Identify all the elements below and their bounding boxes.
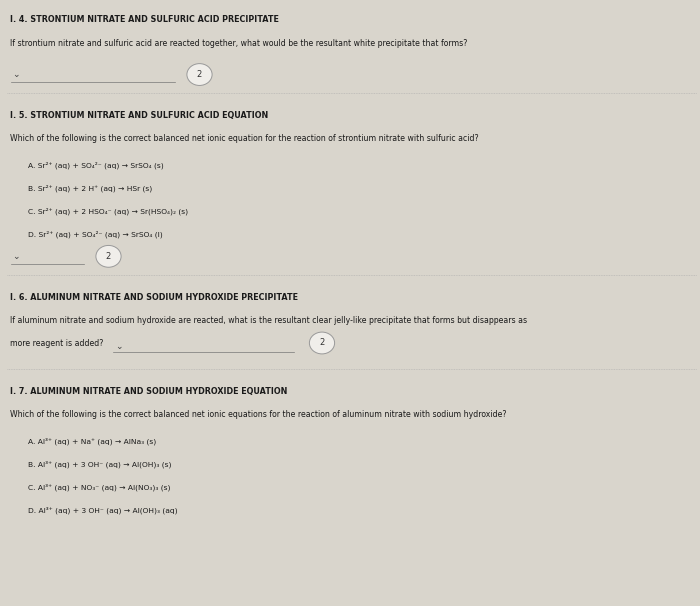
Text: Which of the following is the correct balanced net ionic equation for the reacti: Which of the following is the correct ba… bbox=[10, 134, 479, 143]
Text: I. 6. ALUMINUM NITRATE AND SODIUM HYDROXIDE PRECIPITATE: I. 6. ALUMINUM NITRATE AND SODIUM HYDROX… bbox=[10, 293, 298, 302]
Circle shape bbox=[96, 245, 121, 267]
Text: C. Sr²⁺ (aq) + 2 HSO₄⁻ (aq) → Sr(HSO₄)₂ (s): C. Sr²⁺ (aq) + 2 HSO₄⁻ (aq) → Sr(HSO₄)₂ … bbox=[28, 207, 188, 215]
Text: D. Sr²⁺ (aq) + SO₄²⁻ (aq) → SrSO₄ (l): D. Sr²⁺ (aq) + SO₄²⁻ (aq) → SrSO₄ (l) bbox=[28, 230, 162, 238]
Text: C. Al³⁺ (aq) + NO₃⁻ (aq) → Al(NO₃)₃ (s): C. Al³⁺ (aq) + NO₃⁻ (aq) → Al(NO₃)₃ (s) bbox=[28, 484, 171, 491]
Text: ⌄: ⌄ bbox=[13, 252, 20, 261]
Text: If strontium nitrate and sulfuric acid are reacted together, what would be the r: If strontium nitrate and sulfuric acid a… bbox=[10, 39, 468, 48]
Text: 2: 2 bbox=[106, 252, 111, 261]
Circle shape bbox=[309, 332, 335, 354]
Text: B. Sr²⁺ (aq) + 2 H⁺ (aq) → HSr (s): B. Sr²⁺ (aq) + 2 H⁺ (aq) → HSr (s) bbox=[28, 184, 153, 191]
Text: 2: 2 bbox=[197, 70, 202, 79]
Text: Which of the following is the correct balanced net ionic equations for the react: Which of the following is the correct ba… bbox=[10, 410, 507, 419]
Text: ⌄: ⌄ bbox=[13, 70, 20, 79]
Text: more reagent is added?: more reagent is added? bbox=[10, 339, 104, 348]
Text: D. Al³⁺ (aq) + 3 OH⁻ (aq) → Al(OH)₃ (aq): D. Al³⁺ (aq) + 3 OH⁻ (aq) → Al(OH)₃ (aq) bbox=[28, 507, 178, 514]
Text: I. 4. STRONTIUM NITRATE AND SULFURIC ACID PRECIPITATE: I. 4. STRONTIUM NITRATE AND SULFURIC ACI… bbox=[10, 15, 279, 24]
Text: B. Al³⁺ (aq) + 3 OH⁻ (aq) → Al(OH)₃ (s): B. Al³⁺ (aq) + 3 OH⁻ (aq) → Al(OH)₃ (s) bbox=[28, 461, 172, 468]
Text: ⌄: ⌄ bbox=[116, 342, 123, 351]
Text: If aluminum nitrate and sodium hydroxide are reacted, what is the resultant clea: If aluminum nitrate and sodium hydroxide… bbox=[10, 316, 528, 325]
Text: 2: 2 bbox=[319, 339, 325, 347]
Circle shape bbox=[187, 64, 212, 85]
Text: I. 7. ALUMINUM NITRATE AND SODIUM HYDROXIDE EQUATION: I. 7. ALUMINUM NITRATE AND SODIUM HYDROX… bbox=[10, 387, 288, 396]
Text: A. Al³⁺ (aq) + Na⁺ (aq) → AlNa₃ (s): A. Al³⁺ (aq) + Na⁺ (aq) → AlNa₃ (s) bbox=[28, 438, 156, 445]
Text: A. Sr²⁺ (aq) + SO₄²⁻ (aq) → SrSO₄ (s): A. Sr²⁺ (aq) + SO₄²⁻ (aq) → SrSO₄ (s) bbox=[28, 161, 164, 168]
Text: I. 5. STRONTIUM NITRATE AND SULFURIC ACID EQUATION: I. 5. STRONTIUM NITRATE AND SULFURIC ACI… bbox=[10, 111, 269, 120]
